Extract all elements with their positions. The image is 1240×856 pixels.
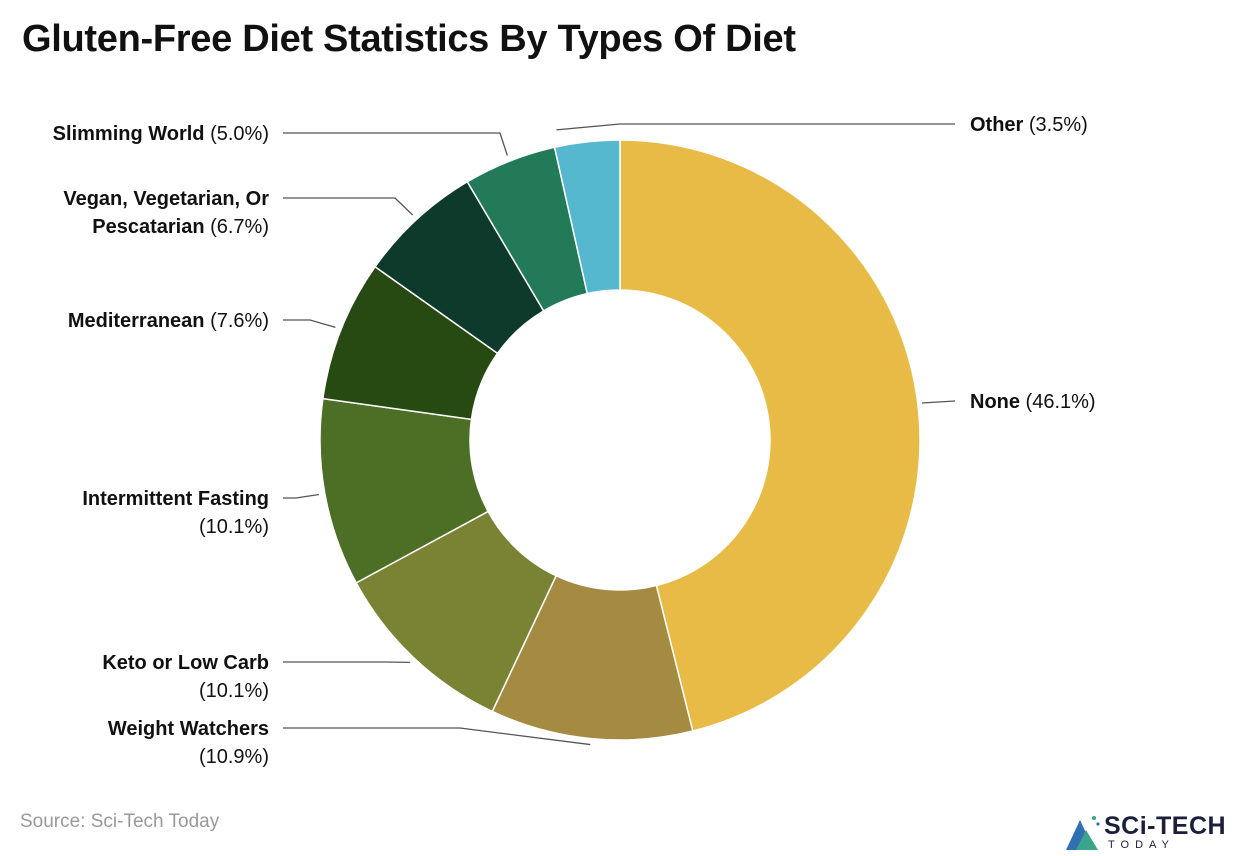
- label-keto-or-low-carb: Keto or Low Carb (10.1%): [102, 652, 269, 702]
- leader-line-weight-watchers: [283, 727, 591, 746]
- slice-other: [553, 139, 621, 295]
- leader-line-other: [556, 123, 955, 131]
- donut-chart: None (46.1%) Weight Watchers (10.9%) Keto o…: [53, 114, 1096, 768]
- label-other: Other (3.5%): [970, 114, 1088, 136]
- logo-mountain-icon: [1066, 816, 1100, 850]
- label-none: None (46.1%): [970, 391, 1096, 413]
- leader-line-mediterranean: [283, 319, 336, 328]
- leader-line-none: [921, 400, 956, 404]
- logo-name: SCi-TECH: [1104, 812, 1227, 840]
- label-slimming-world: Slimming World (5.0%): [53, 123, 269, 145]
- chart-title: Gluten-Free Diet Statistics By Types Of …: [22, 18, 796, 60]
- label-mediterranean: Mediterranean (7.6%): [68, 310, 269, 332]
- source-note: Source: Sci-Tech Today: [20, 811, 220, 832]
- label-intermittent-fasting: Intermittent Fasting (10.1%): [82, 488, 269, 538]
- label-vegan-vegetarian-or-pescatarian: Vegan, Vegetarian, Or Pescatarian (6.7%): [63, 188, 269, 238]
- sci-tech-logo: SCi-TECH TODAY: [1062, 808, 1240, 856]
- label-weight-watchers: Weight Watchers (10.9%): [108, 718, 269, 768]
- slice-none: [619, 139, 921, 732]
- leader-line-vegan-vegetarian-or-pescatarian: [283, 197, 414, 216]
- leader-line-intermittent-fasting: [283, 493, 319, 499]
- leader-line-slimming-world: [283, 132, 508, 156]
- logo-subtitle: TODAY: [1108, 839, 1175, 851]
